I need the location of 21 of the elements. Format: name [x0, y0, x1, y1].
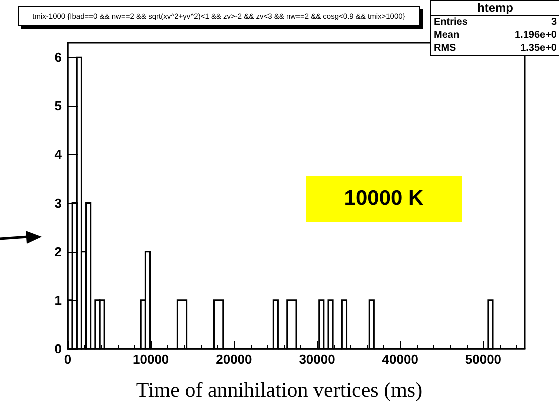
y-tick-label: 3 — [54, 196, 62, 211]
x-tick-label: 30000 — [299, 352, 336, 367]
y-tick-label: 0 — [54, 342, 62, 356]
y-tick-label: 2 — [54, 244, 62, 260]
y-tick-label: 6 — [54, 50, 62, 66]
annotation: RMS — [434, 42, 456, 55]
x-tick-label: 50000 — [465, 352, 502, 367]
x-tick-label: 20000 — [216, 352, 252, 367]
text: Mean — [434, 29, 460, 42]
text: Entries — [434, 16, 468, 29]
x-tick-label: 10000 — [133, 352, 170, 367]
y-tick-label: 1 — [54, 292, 62, 308]
x-tick-label: 0 — [64, 352, 72, 367]
x-tick-label: 40000 — [382, 352, 418, 367]
text: 3 — [551, 16, 557, 29]
y-tick-label: 4 — [54, 147, 63, 162]
x-axis-title: Time of annihilation vertices (ms) — [135, 378, 424, 403]
text: htemp — [431, 1, 559, 16]
text: 1.196e+0 — [515, 29, 557, 42]
annotation: 1.35e+0 — [520, 42, 557, 55]
y-tick-label: 5 — [54, 98, 62, 114]
